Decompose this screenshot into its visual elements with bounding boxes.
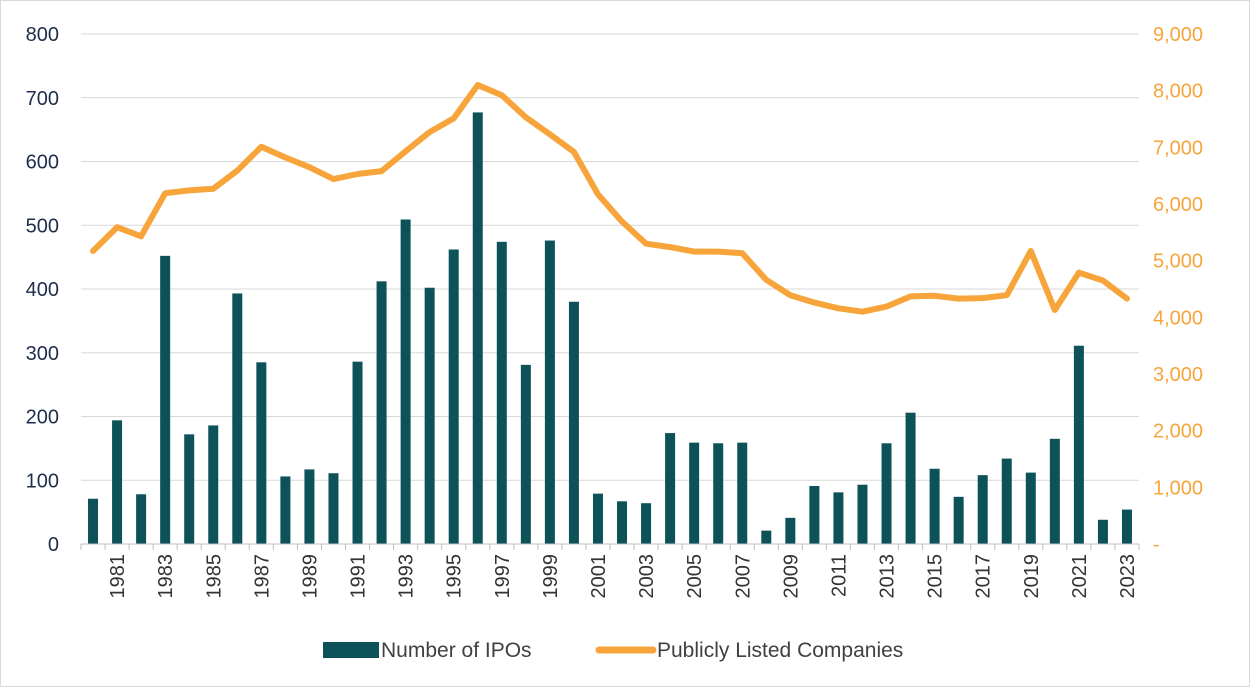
bar-ipos-1994 xyxy=(424,287,435,544)
x-tick-label: 1995 xyxy=(444,554,466,599)
bar-ipos-1993 xyxy=(400,219,411,544)
line-series-listed-companies xyxy=(90,82,1130,315)
bar-ipos-1988 xyxy=(280,476,291,544)
legend-label-ipos: Number of IPOs xyxy=(381,639,532,662)
bar-ipos-2022 xyxy=(1097,519,1108,544)
axes: 0 100 200 300 400 500 600 700 800 - 1,000 2,000 3,00… xyxy=(26,24,1203,599)
x-tick-label: 2019 xyxy=(1021,554,1043,599)
bar-ipos-2005 xyxy=(689,442,700,544)
bar-ipos-1986 xyxy=(232,293,243,544)
y-left-tick-label: 300 xyxy=(26,343,59,365)
y-left-tick-label: 500 xyxy=(26,215,59,237)
legend-label-listed-companies: Publicly Listed Companies xyxy=(657,639,903,662)
y-left-tick-label: 600 xyxy=(26,152,59,174)
y-right-tick-label: 5,000 xyxy=(1153,251,1203,273)
bar-ipos-2019 xyxy=(1025,472,1036,544)
bar-ipos-2006 xyxy=(713,443,724,544)
legend: Number of IPOs Publicly Listed Companies xyxy=(323,639,903,662)
y-right-tick-label: 1,000 xyxy=(1153,477,1203,499)
x-tick-label: 1999 xyxy=(540,554,562,599)
x-tick-label: 1981 xyxy=(107,554,129,599)
bar-ipos-1990 xyxy=(328,473,339,544)
y-left-tick-label: 0 xyxy=(48,534,59,556)
bar-ipos-2010 xyxy=(809,485,820,544)
bar-ipos-2000 xyxy=(568,301,579,544)
x-tick-label: 1993 xyxy=(396,554,418,599)
x-tick-label: 1983 xyxy=(155,554,177,599)
bar-ipos-2016 xyxy=(953,496,964,544)
bar-ipos-1996 xyxy=(472,112,483,544)
x-tick-label: 1989 xyxy=(299,554,321,599)
bar-ipos-1982 xyxy=(136,494,147,544)
bar-ipos-1987 xyxy=(256,362,267,544)
x-tick-label: 2021 xyxy=(1069,554,1091,599)
bar-ipos-2014 xyxy=(905,412,916,544)
line-listed-companies xyxy=(90,82,1130,315)
legend-swatch-ipos xyxy=(323,642,379,658)
y-right-tick-label: 7,000 xyxy=(1153,137,1203,159)
bar-ipos-1997 xyxy=(496,241,507,544)
bar-ipos-2021 xyxy=(1073,345,1084,544)
bar-ipos-2009 xyxy=(785,517,796,544)
bar-ipos-2020 xyxy=(1049,438,1060,544)
bar-ipos-2012 xyxy=(857,484,868,544)
y-right-tick-label: 3,000 xyxy=(1153,364,1203,386)
y-left-tick-label: 100 xyxy=(26,470,59,492)
x-tick-label: 2003 xyxy=(636,554,658,599)
bar-ipos-2007 xyxy=(737,442,748,544)
y-right-tick-label: 6,000 xyxy=(1153,194,1203,216)
y-right-tick-label: - xyxy=(1153,534,1160,556)
bar-ipos-1984 xyxy=(184,434,195,544)
bar-ipos-2002 xyxy=(617,501,628,544)
bar-ipos-1991 xyxy=(352,361,363,544)
bar-series-ipos xyxy=(88,112,1132,545)
x-tick-label: 1991 xyxy=(348,554,370,599)
bar-ipos-1989 xyxy=(304,469,315,544)
y-right-tick-label: 2,000 xyxy=(1153,421,1203,443)
y-left-tick-label: 200 xyxy=(26,407,59,429)
bar-ipos-2004 xyxy=(665,433,676,544)
bar-ipos-2011 xyxy=(833,492,844,544)
y-left-tick-label: 700 xyxy=(26,88,59,110)
x-tick-label: 2007 xyxy=(732,554,754,599)
x-tick-label: 2023 xyxy=(1117,554,1139,599)
bar-ipos-2013 xyxy=(881,443,892,544)
y-right-tick-label: 9,000 xyxy=(1153,24,1203,46)
bar-ipos-1992 xyxy=(376,281,387,544)
bar-ipos-1983 xyxy=(160,255,171,544)
x-tick-label: 2011 xyxy=(828,554,850,597)
x-tick-label: 1997 xyxy=(492,554,514,599)
bar-ipos-1980 xyxy=(88,498,99,544)
x-tick-label: 2009 xyxy=(780,554,802,599)
bar-ipos-2015 xyxy=(929,468,940,544)
bar-ipos-1981 xyxy=(112,420,123,544)
x-tick-label: 2017 xyxy=(973,554,995,599)
x-tick-label: 2015 xyxy=(925,554,947,599)
x-tick-label: 2001 xyxy=(588,554,610,599)
bar-ipos-1985 xyxy=(208,425,219,544)
bar-ipos-2017 xyxy=(977,475,988,544)
y-left-tick-label: 400 xyxy=(26,279,59,301)
bar-ipos-2001 xyxy=(592,493,603,544)
bar-ipos-1998 xyxy=(520,364,531,544)
bar-ipos-2023 xyxy=(1121,509,1132,544)
bar-ipos-2008 xyxy=(761,530,772,544)
y-left-tick-label: 800 xyxy=(26,24,59,46)
bar-ipos-2003 xyxy=(641,503,652,544)
x-tick-label: 2005 xyxy=(684,554,706,599)
x-tick-label: 1985 xyxy=(203,554,225,599)
x-tick-label: 2013 xyxy=(877,554,899,599)
bar-ipos-1995 xyxy=(448,249,459,544)
y-right-tick-label: 8,000 xyxy=(1153,81,1203,103)
x-tick-label: 1987 xyxy=(251,554,273,599)
bar-ipos-1999 xyxy=(544,240,555,545)
bar-ipos-2018 xyxy=(1001,458,1012,544)
y-right-tick-label: 4,000 xyxy=(1153,307,1203,329)
